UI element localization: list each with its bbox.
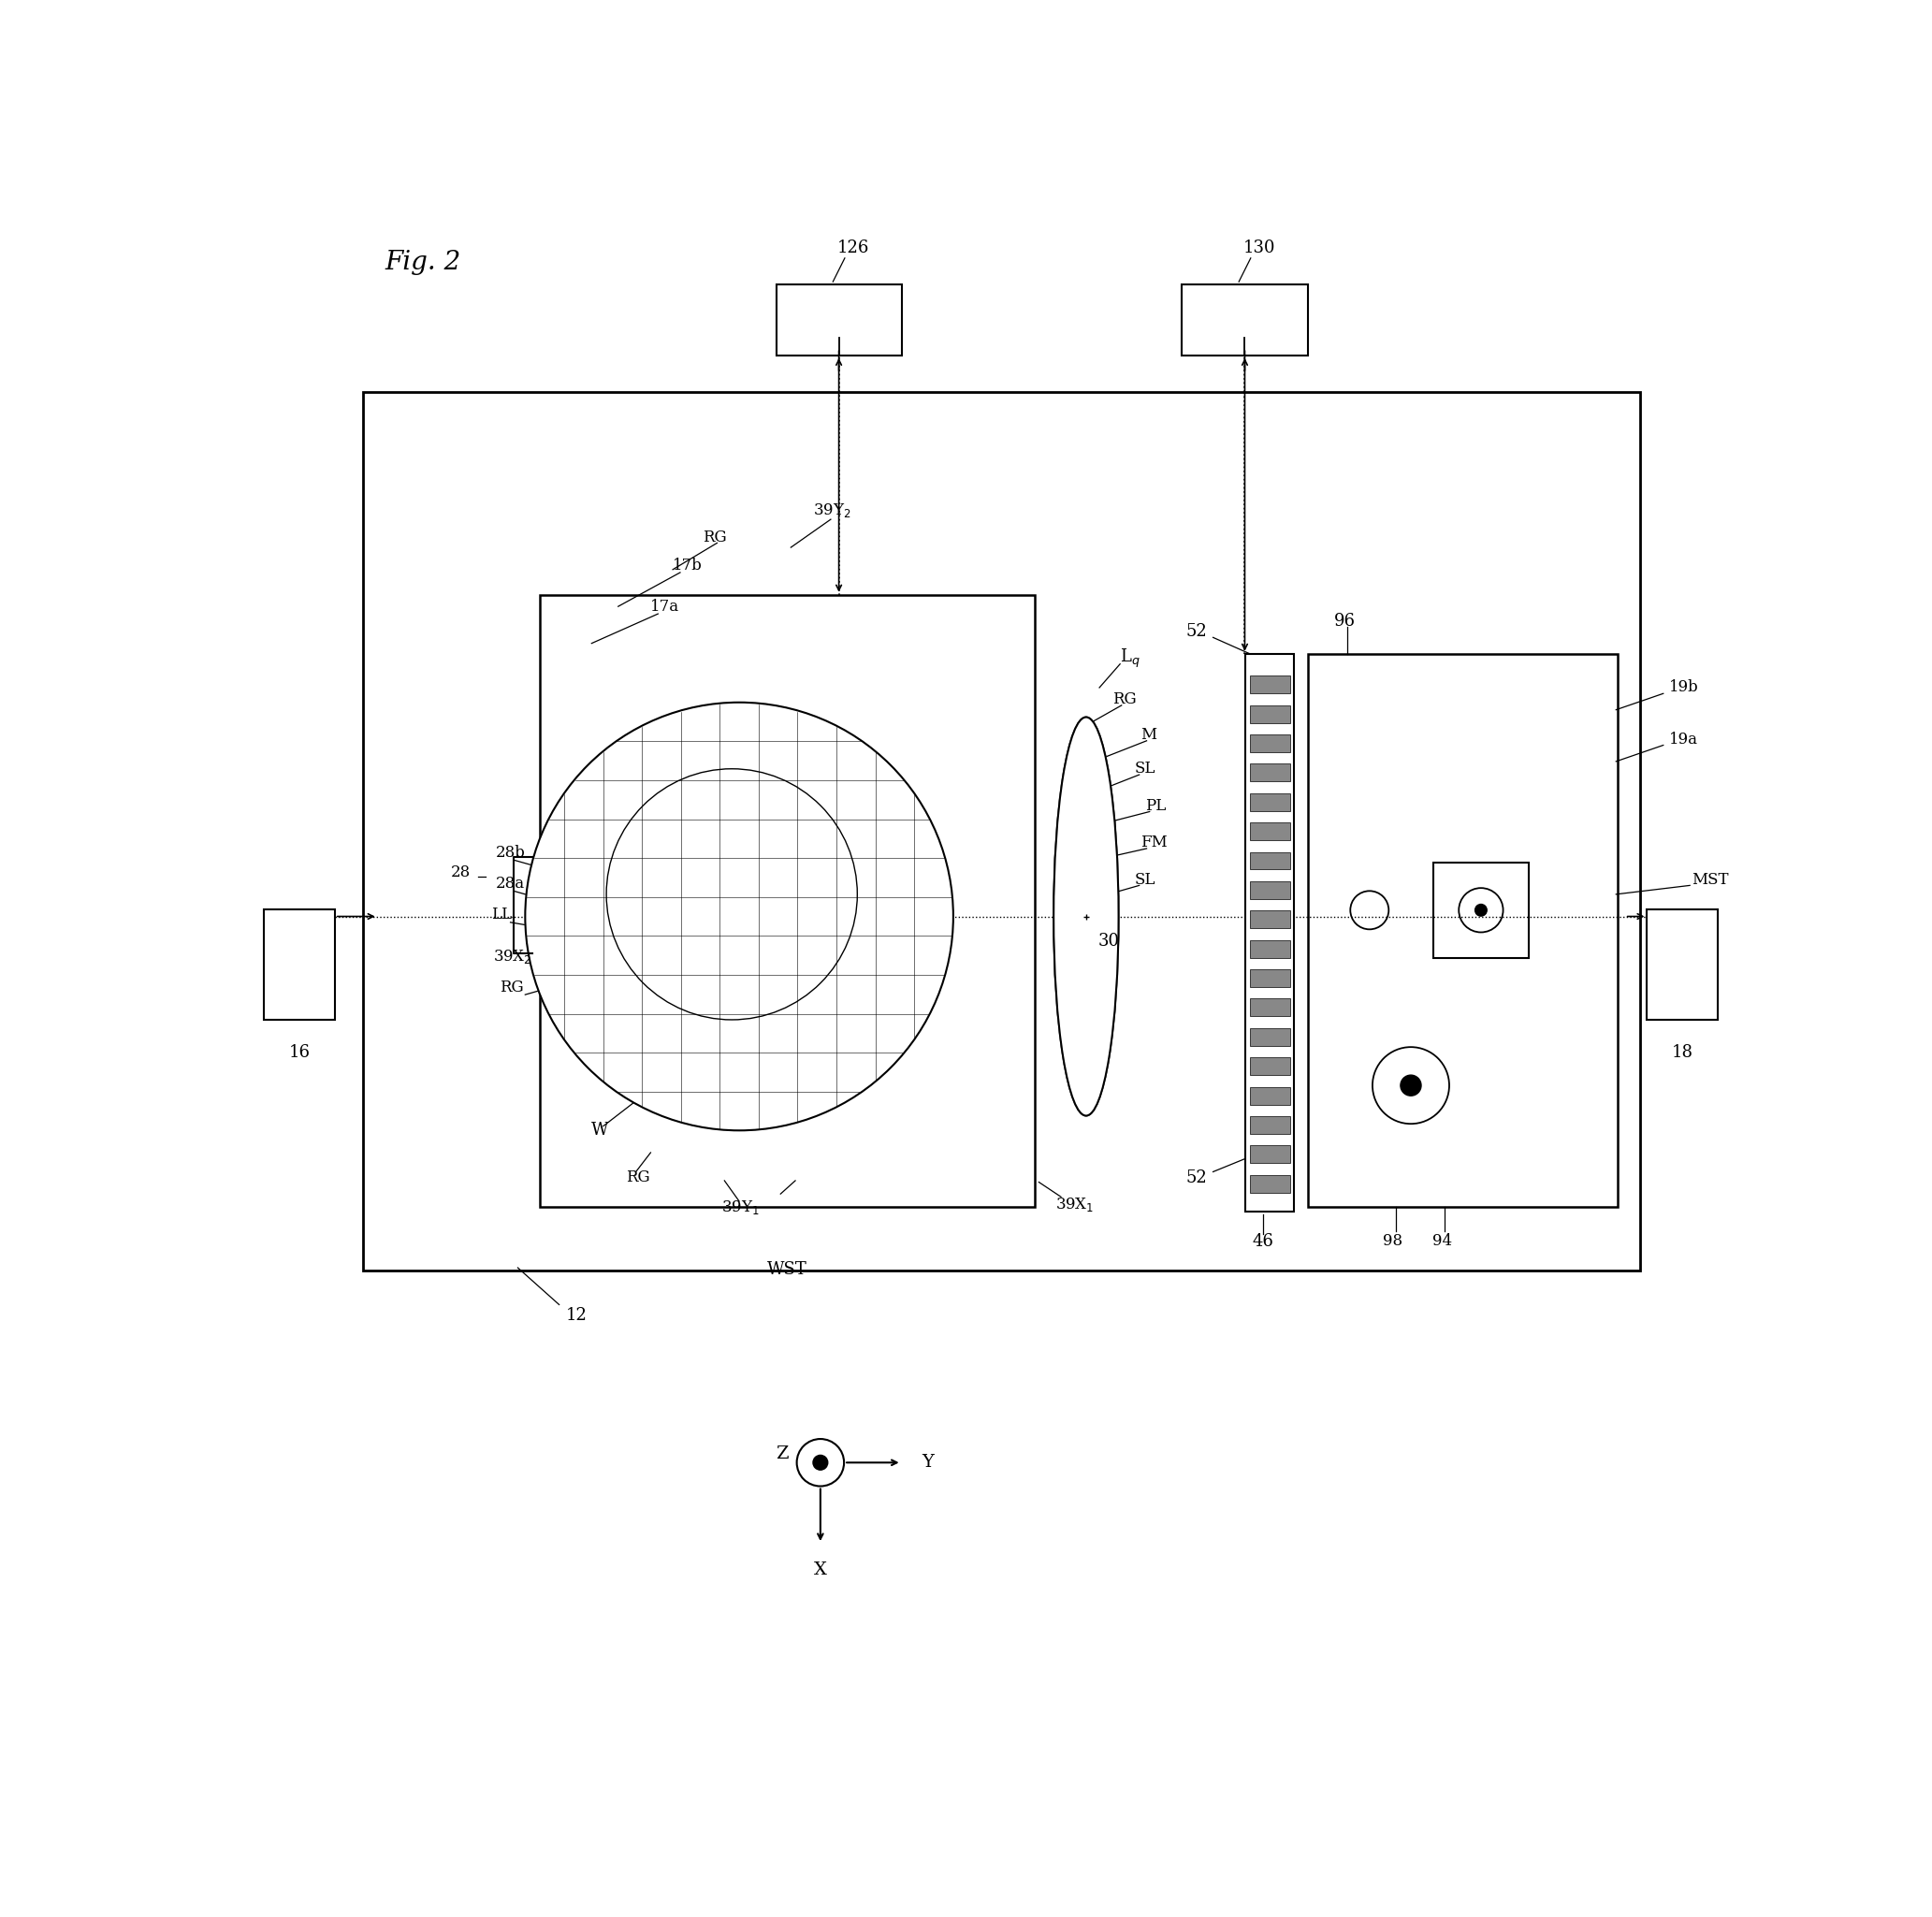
Text: 39Y$_1$: 39Y$_1$ bbox=[721, 1198, 759, 1215]
Ellipse shape bbox=[1053, 717, 1119, 1116]
Bar bbox=[539, 594, 1034, 1208]
Bar bbox=[1250, 851, 1291, 870]
Bar bbox=[1250, 1146, 1291, 1164]
Bar bbox=[1250, 1175, 1291, 1192]
Text: 28b: 28b bbox=[497, 845, 526, 861]
Bar bbox=[1250, 822, 1291, 840]
Bar bbox=[1250, 999, 1291, 1016]
Text: 28: 28 bbox=[450, 865, 471, 880]
Text: 96: 96 bbox=[1333, 613, 1354, 629]
Bar bbox=[968, 661, 1034, 1141]
Bar bbox=[1646, 909, 1718, 1020]
Bar bbox=[1250, 734, 1291, 751]
Bar bbox=[1250, 911, 1291, 928]
Text: 130: 130 bbox=[1244, 240, 1275, 257]
Text: 19a: 19a bbox=[1669, 732, 1698, 748]
Text: RG: RG bbox=[703, 529, 726, 544]
Text: 30: 30 bbox=[1097, 934, 1119, 951]
Text: Y: Y bbox=[922, 1455, 935, 1470]
Ellipse shape bbox=[1053, 717, 1119, 1116]
Bar bbox=[1250, 1087, 1291, 1104]
Text: FM: FM bbox=[1140, 834, 1167, 851]
Text: 16: 16 bbox=[288, 1043, 311, 1060]
Text: RG: RG bbox=[1113, 692, 1136, 707]
Bar bbox=[1250, 705, 1291, 723]
Text: WST: WST bbox=[767, 1261, 808, 1277]
Text: 19b: 19b bbox=[1669, 681, 1698, 696]
Text: L$_q$: L$_q$ bbox=[1121, 646, 1140, 669]
Circle shape bbox=[813, 1455, 827, 1470]
Bar bbox=[1250, 1028, 1291, 1047]
Text: Z: Z bbox=[775, 1445, 788, 1463]
Bar bbox=[1182, 284, 1308, 355]
Text: 17a: 17a bbox=[651, 598, 680, 613]
Text: 98: 98 bbox=[1383, 1233, 1403, 1250]
Bar bbox=[607, 661, 968, 1141]
Text: 12: 12 bbox=[566, 1307, 587, 1323]
Text: 52: 52 bbox=[1186, 623, 1208, 640]
Text: 18: 18 bbox=[1671, 1043, 1692, 1060]
Circle shape bbox=[526, 702, 952, 1131]
Bar bbox=[1250, 882, 1291, 899]
Text: Fig. 2: Fig. 2 bbox=[384, 249, 462, 276]
Circle shape bbox=[1401, 1075, 1422, 1097]
Bar bbox=[1250, 763, 1291, 782]
Bar bbox=[363, 393, 1640, 1271]
Text: 126: 126 bbox=[838, 240, 869, 257]
Text: 46: 46 bbox=[1252, 1233, 1273, 1250]
Text: M: M bbox=[1140, 727, 1157, 742]
Text: RG: RG bbox=[626, 1169, 649, 1185]
Bar bbox=[1250, 675, 1291, 694]
Bar bbox=[1250, 1058, 1291, 1075]
Bar bbox=[1250, 1116, 1291, 1133]
Text: 17b: 17b bbox=[672, 558, 703, 573]
Text: 28a: 28a bbox=[497, 876, 526, 891]
Text: SL: SL bbox=[1134, 761, 1155, 776]
Bar bbox=[1308, 654, 1617, 1208]
Text: X: X bbox=[813, 1562, 827, 1580]
Bar bbox=[1250, 939, 1291, 958]
Text: SL: SL bbox=[1134, 872, 1155, 888]
Bar bbox=[539, 594, 1034, 661]
Text: 94: 94 bbox=[1432, 1233, 1451, 1250]
Text: 39Y$_2$: 39Y$_2$ bbox=[813, 502, 850, 520]
Bar bbox=[777, 284, 902, 355]
Text: 39X$_1$: 39X$_1$ bbox=[1055, 1196, 1094, 1213]
Bar bbox=[265, 909, 334, 1020]
Text: 39X$_2$: 39X$_2$ bbox=[493, 947, 531, 964]
Bar bbox=[1250, 794, 1291, 811]
Bar bbox=[539, 1141, 1034, 1208]
Bar bbox=[1250, 970, 1291, 987]
Text: LL: LL bbox=[491, 907, 512, 922]
Bar bbox=[539, 661, 607, 1141]
Text: 52: 52 bbox=[1186, 1169, 1208, 1187]
Text: PL: PL bbox=[1146, 797, 1165, 813]
Text: W: W bbox=[591, 1121, 609, 1139]
Text: RG: RG bbox=[500, 980, 524, 995]
Bar bbox=[1434, 863, 1528, 958]
Bar bbox=[1246, 654, 1294, 1212]
Text: MST: MST bbox=[1690, 872, 1729, 888]
Circle shape bbox=[1474, 905, 1488, 916]
